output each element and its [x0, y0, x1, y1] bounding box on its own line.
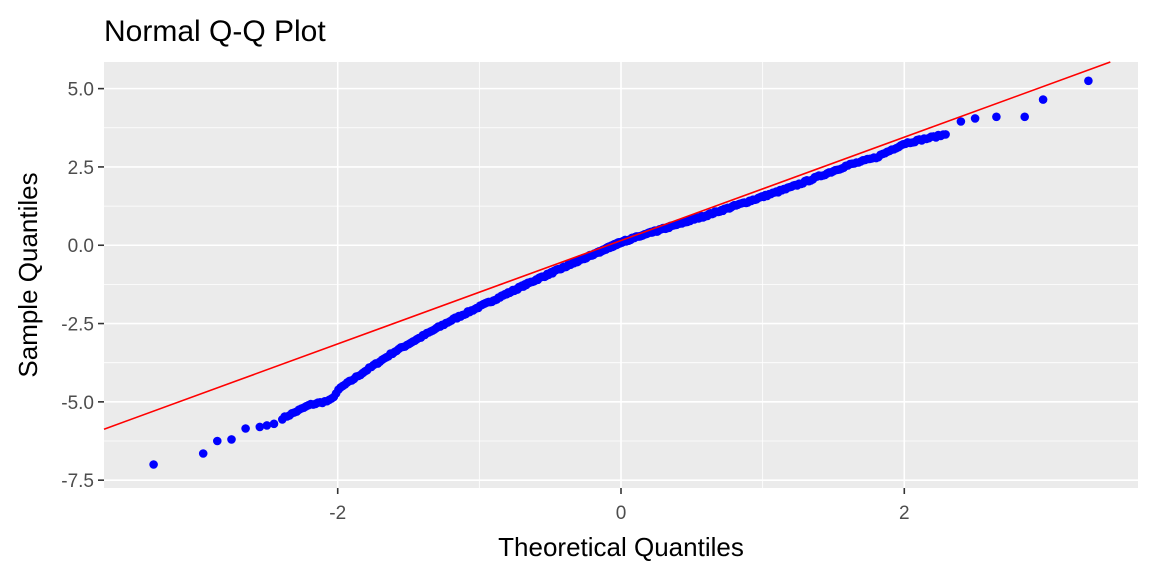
sample-point: [992, 112, 1001, 122]
sample-point: [1038, 95, 1048, 104]
x-axis-ticks: -2 0 2: [329, 488, 910, 524]
sample-point: [241, 424, 250, 433]
y-tick-label: -2.5: [61, 315, 94, 336]
chart-title: Normal Q-Q Plot: [104, 15, 326, 48]
sample-point: [255, 422, 265, 432]
sample-point: [970, 114, 980, 123]
y-tick-label: -5.0: [61, 393, 94, 414]
y-tick-label: 2.5: [68, 158, 94, 179]
reference-line: [103, 61, 1111, 430]
sample-point: [262, 421, 272, 430]
y-tick-label: 0.0: [68, 236, 94, 257]
x-tick-label: 2: [899, 503, 910, 524]
y-axis-ticks: -7.5 -5.0 -2.5 0.0 2.5 5.0: [61, 80, 104, 492]
y-tick-label: -7.5: [61, 471, 94, 492]
sample-point: [149, 460, 158, 469]
sample-point: [1084, 76, 1093, 86]
x-axis-title: Theoretical Quantiles: [498, 532, 744, 562]
sample-point: [941, 130, 950, 139]
sample-point: [956, 117, 966, 126]
y-axis-title: Sample Quantiles: [13, 172, 43, 377]
x-tick-label: -2: [329, 503, 346, 524]
y-tick-label: 5.0: [68, 80, 94, 101]
x-tick-label: 0: [616, 503, 627, 524]
sample-point: [213, 436, 222, 446]
sample-point: [269, 419, 279, 429]
sample-point: [198, 449, 208, 458]
sample-point: [1020, 112, 1029, 122]
sample-point: [227, 435, 236, 444]
